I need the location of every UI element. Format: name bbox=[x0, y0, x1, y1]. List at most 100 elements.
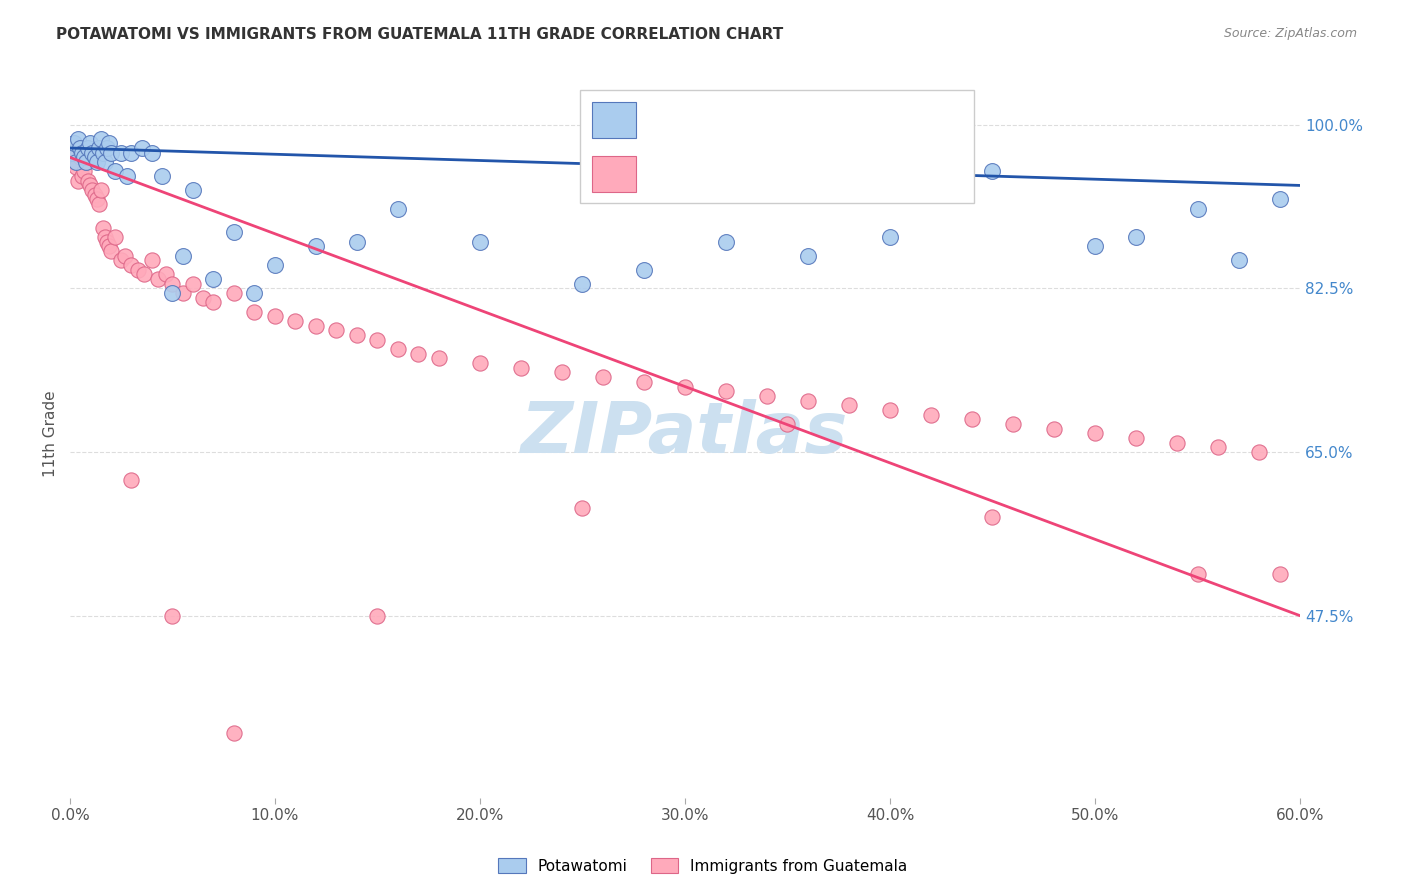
Point bbox=[714, 384, 737, 399]
Point bbox=[69, 141, 91, 155]
Point bbox=[120, 145, 142, 160]
Point bbox=[79, 178, 101, 193]
Point bbox=[90, 183, 112, 197]
Point bbox=[60, 145, 83, 160]
Point bbox=[87, 197, 110, 211]
Point bbox=[82, 145, 104, 160]
Point bbox=[1247, 445, 1270, 459]
Point bbox=[960, 412, 983, 426]
Point bbox=[797, 393, 820, 408]
Point bbox=[91, 220, 114, 235]
Point bbox=[427, 351, 450, 366]
Point bbox=[86, 193, 108, 207]
Point bbox=[571, 501, 593, 516]
Point bbox=[387, 342, 409, 356]
Y-axis label: 11th Grade: 11th Grade bbox=[44, 390, 58, 476]
Point bbox=[77, 141, 100, 155]
Point bbox=[67, 131, 90, 145]
Point bbox=[181, 183, 204, 197]
Point bbox=[305, 318, 328, 333]
Point bbox=[65, 160, 87, 174]
Point bbox=[981, 164, 1004, 178]
Point bbox=[96, 235, 118, 249]
Point bbox=[468, 235, 491, 249]
Point bbox=[104, 164, 127, 178]
Point bbox=[714, 235, 737, 249]
Point bbox=[172, 249, 194, 263]
Text: ZIPatlas: ZIPatlas bbox=[522, 399, 849, 467]
Point bbox=[110, 145, 132, 160]
Point bbox=[1187, 566, 1209, 581]
Point bbox=[1084, 426, 1107, 441]
Point bbox=[1084, 239, 1107, 253]
Point bbox=[222, 285, 245, 300]
Point bbox=[222, 725, 245, 739]
Point bbox=[366, 333, 388, 347]
Point bbox=[75, 155, 97, 169]
Point bbox=[86, 155, 108, 169]
Point bbox=[172, 285, 194, 300]
Point bbox=[83, 187, 105, 202]
Point bbox=[468, 356, 491, 370]
Point bbox=[264, 258, 287, 272]
Point bbox=[633, 262, 655, 277]
Point bbox=[408, 347, 430, 361]
Point bbox=[97, 239, 120, 253]
Point bbox=[243, 285, 266, 300]
Point bbox=[1043, 422, 1066, 436]
Point bbox=[1227, 253, 1250, 268]
Point bbox=[90, 131, 112, 145]
Point bbox=[162, 277, 184, 291]
Point bbox=[162, 285, 184, 300]
Point bbox=[67, 174, 90, 188]
Point bbox=[756, 389, 779, 403]
Point bbox=[96, 141, 118, 155]
Point bbox=[97, 136, 120, 151]
Point bbox=[202, 272, 225, 286]
Point bbox=[879, 403, 901, 417]
Legend: Potawatomi, Immigrants from Guatemala: Potawatomi, Immigrants from Guatemala bbox=[492, 852, 914, 880]
Point bbox=[94, 230, 117, 244]
Text: POTAWATOMI VS IMMIGRANTS FROM GUATEMALA 11TH GRADE CORRELATION CHART: POTAWATOMI VS IMMIGRANTS FROM GUATEMALA … bbox=[56, 27, 783, 42]
Point bbox=[70, 145, 93, 160]
Point bbox=[141, 145, 163, 160]
Point bbox=[82, 183, 104, 197]
Point bbox=[346, 328, 368, 343]
Point bbox=[77, 174, 100, 188]
Point bbox=[91, 145, 114, 160]
Point bbox=[75, 155, 97, 169]
Point bbox=[325, 323, 347, 337]
Point bbox=[117, 169, 139, 183]
Point bbox=[132, 267, 155, 281]
Point bbox=[510, 360, 533, 375]
Point bbox=[120, 473, 142, 487]
Point bbox=[1268, 566, 1291, 581]
Point bbox=[264, 310, 287, 324]
Point bbox=[838, 398, 860, 412]
Point bbox=[284, 314, 307, 328]
Point bbox=[73, 164, 96, 178]
Point bbox=[776, 417, 799, 431]
Point bbox=[1125, 230, 1147, 244]
Point bbox=[222, 225, 245, 239]
Point bbox=[120, 258, 142, 272]
Point bbox=[181, 277, 204, 291]
Point bbox=[1125, 431, 1147, 445]
Point bbox=[633, 375, 655, 389]
Point bbox=[63, 155, 86, 169]
Point bbox=[797, 249, 820, 263]
Point bbox=[551, 366, 574, 380]
Point bbox=[305, 239, 328, 253]
Point bbox=[366, 608, 388, 623]
Point bbox=[110, 253, 132, 268]
Point bbox=[243, 304, 266, 318]
Point bbox=[592, 370, 614, 384]
Point bbox=[127, 262, 149, 277]
Point bbox=[1268, 193, 1291, 207]
Point bbox=[83, 150, 105, 164]
Point bbox=[346, 235, 368, 249]
Point bbox=[63, 136, 86, 151]
Point bbox=[146, 272, 169, 286]
Point bbox=[60, 145, 83, 160]
Point bbox=[73, 150, 96, 164]
